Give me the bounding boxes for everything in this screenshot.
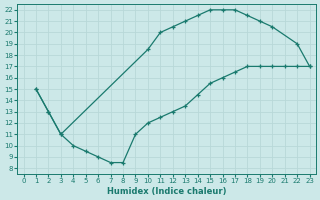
X-axis label: Humidex (Indice chaleur): Humidex (Indice chaleur) xyxy=(107,187,226,196)
